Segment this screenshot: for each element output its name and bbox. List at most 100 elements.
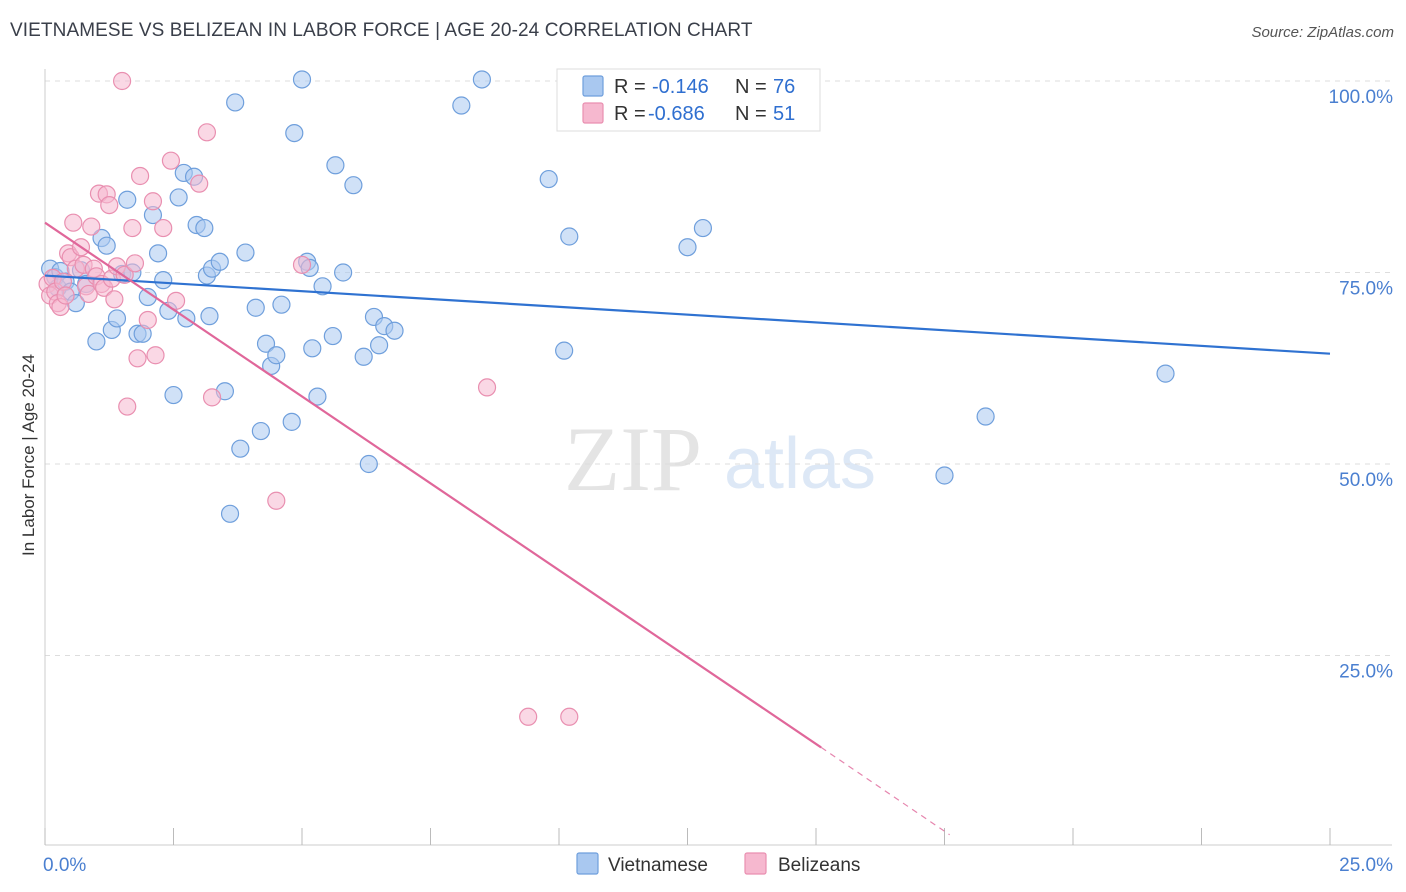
vietnamese-point-70 [693,218,713,238]
vietnamese-point-65 [472,70,491,89]
belizeans-point-31 [125,254,145,273]
belizeans-point-32 [128,349,147,368]
vietnamese-point-25 [169,188,188,207]
vietnamese-point-44 [267,346,286,365]
vietnamese-point-9 [87,332,106,351]
source-label: Source: ZipAtlas.com [1251,24,1394,41]
x-tick-labels: 0.0% 25.0% [43,855,1393,876]
vietnamese-point-63 [385,321,404,340]
chart-title: VIETNAMESE VS BELIZEAN IN LABOR FORCE | … [10,20,753,41]
vietnamese-point-48 [292,70,312,89]
stats-legend: R = -0.146 N = 76 R = -0.686 N = 51 [556,68,821,132]
vietnamese-trend-line [44,274,1331,355]
vietnamese-point-38 [231,439,250,458]
belizeans-point-16 [82,217,101,236]
belizeans-point-39 [166,291,186,310]
series-legend: Vietnamese Belizeans [576,852,860,876]
vietnamese-point-51 [303,339,322,358]
belizeans-point-47 [560,707,579,726]
x-tick-label-25: 25.0% [1339,855,1393,876]
vietnamese-point-46 [282,412,301,431]
y-tick-label-25: 25.0% [1339,662,1393,683]
axes [44,69,1392,846]
vietnamese-point-47 [285,123,304,143]
vietnamese-point-53 [313,277,332,296]
vietnamese-point-58 [354,347,373,366]
legend-n-value-0: 76 [773,76,795,98]
belizeans-point-45 [477,378,497,397]
belizeans-point-35 [143,192,163,211]
y-tick-label-75: 75.0% [1339,279,1393,300]
belizeans-point-40 [190,174,209,193]
bottom-legend-label-vietnamese: Vietnamese [608,855,708,876]
belizeans-point-37 [154,218,173,238]
bottom-legend-label-belizeans: Belizeans [778,855,860,876]
legend-n-label-1: N = [735,103,767,125]
trend-lines [44,221,1331,836]
vietnamese-point-40 [246,298,265,317]
vietnamese-point-57 [344,176,363,195]
gridlines [45,80,1392,656]
legend-swatch-belizeans [582,102,604,124]
y-tick-label-100: 100.0% [1329,87,1394,108]
legend-r-label-1: R = [614,103,646,125]
vietnamese-point-64 [452,96,471,115]
vietnamese-point-69 [678,238,697,257]
belizeans-point-42 [202,388,222,407]
vietnamese-point-73 [1156,364,1175,383]
belizeans-point-27 [112,71,132,91]
belizeans-point-29 [118,397,137,416]
belizeans-point-7 [56,286,75,305]
vietnamese-point-72 [976,407,995,426]
belizeans-point-34 [138,310,157,330]
legend-swatch-vietnamese [582,75,604,97]
belizeans-trend-line [44,221,822,749]
belizeans-trend-extension [820,746,950,836]
y-axis-title: In Labor Force | Age 20-24 [19,354,38,556]
vietnamese-point-55 [326,156,345,175]
belizeans-point-33 [130,166,150,186]
vietnamese-point-59 [359,454,378,474]
vietnamese-point-13 [107,309,127,328]
vietnamese-point-42 [256,334,276,353]
vietnamese-point-39 [236,243,255,262]
vietnamese-point-52 [308,387,327,406]
vietnamese-point-30 [195,218,214,238]
vietnamese-point-37 [226,93,245,112]
legend-r-value-0: -0.146 [652,76,709,98]
belizeans-point-15 [79,284,98,304]
belizeans-point-38 [161,151,181,170]
vietnamese-point-68 [560,227,579,246]
bottom-legend-swatch-belizeans [744,852,767,875]
y-tick-labels: 25.0% 50.0% 75.0% 100.0% [1329,87,1394,683]
belizeans-point-30 [123,218,142,238]
vietnamese-point-24 [164,385,183,405]
y-tick-label-50: 50.0% [1339,470,1393,491]
legend-r-label-0: R = [614,76,646,98]
vietnamese-point-66 [539,169,558,189]
vietnamese-point-56 [334,263,353,282]
bottom-legend-swatch-vietnamese [576,852,599,875]
vietnamese-point-11 [97,236,116,255]
legend-r-value-1: -0.686 [648,103,705,125]
vietnamese-point-45 [272,295,291,314]
vietnamese-point-36 [220,504,240,523]
vietnamese-point-22 [154,271,173,290]
vietnamese-point-71 [935,466,954,485]
vietnamese-point-34 [210,252,229,271]
vietnamese-point-61 [370,336,389,355]
vietnamese-point-54 [323,326,342,346]
belizeans-point-46 [519,707,538,726]
legend-n-label-0: N = [735,76,767,98]
belizeans-point-41 [197,123,217,142]
belizeans-point-10 [64,213,83,232]
vietnamese-point-21 [148,244,168,263]
belizeans-point-36 [146,346,165,365]
belizeans-point-25 [105,290,124,309]
vietnamese-point-67 [555,341,574,360]
vietnamese-point-15 [118,190,137,209]
vietnamese-point-41 [251,421,270,441]
belizeans-point-23 [100,195,119,215]
belizeans-point-43 [267,491,286,510]
